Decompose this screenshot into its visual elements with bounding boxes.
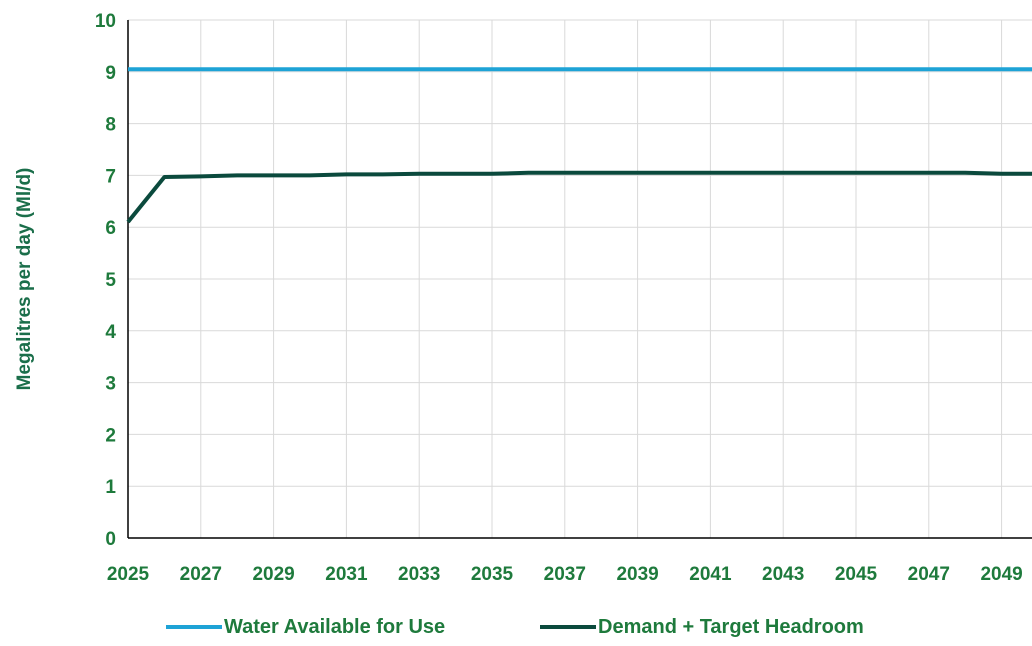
series-lines	[126, 67, 1032, 224]
legend-label-demand-headroom: Demand + Target Headroom	[598, 615, 864, 638]
y-tick-label: 1	[105, 477, 116, 498]
y-tick-label: 5	[105, 270, 116, 291]
legend: Water Available for Use Demand + Target …	[0, 612, 1032, 646]
x-tick-label: 2031	[325, 564, 368, 585]
x-tick-label: 2045	[835, 564, 878, 585]
x-tick-label: 2039	[616, 564, 658, 585]
x-tick-label: 2025	[107, 564, 150, 585]
x-tick-label: 2047	[908, 564, 950, 585]
y-axis-title: Megalitres per day (Ml/d)	[14, 168, 35, 391]
x-tick-label: 2037	[544, 564, 586, 585]
y-tick-label: 3	[105, 374, 116, 395]
x-tick-labels: 2025 2027 2029 2031 2033 2035 2037 2039 2041 2043…	[107, 564, 1023, 585]
y-tick-label: 8	[105, 115, 116, 136]
x-tick-label: 2029	[252, 564, 294, 585]
y-tick-label: 2	[105, 425, 116, 446]
x-tick-label: 2033	[398, 564, 440, 585]
axes	[127, 20, 1032, 539]
y-tick-label: 7	[105, 166, 116, 187]
legend-swatch-water-available	[166, 625, 222, 629]
x-tick-label: 2035	[471, 564, 514, 585]
y-tick-labels: 0 1 2 3 4 5 6 7 8 9 10	[95, 11, 117, 550]
y-tick-label: 6	[105, 218, 116, 239]
series-line-demand-headroom	[126, 170, 1032, 224]
grid-lines	[128, 19, 1032, 539]
legend-label-water-available: Water Available for Use	[224, 615, 446, 638]
y-tick-label: 4	[105, 322, 116, 343]
x-tick-label: 2041	[689, 564, 732, 585]
y-tick-label: 10	[95, 11, 116, 32]
legend-item-demand-headroom: Demand + Target Headroom	[540, 612, 864, 642]
y-tick-label: 9	[105, 63, 116, 84]
x-tick-label: 2049	[980, 564, 1022, 585]
y-tick-label: 0	[105, 529, 116, 550]
legend-item-water-available: Water Available for Use	[166, 612, 445, 642]
x-tick-label: 2027	[180, 564, 222, 585]
line-chart: 0 1 2 3 4 5 6 7 8 9 10 2025 2027 2029 2031 2033 2035 203…	[14, 11, 1032, 585]
legend-swatch-demand-headroom	[540, 625, 596, 629]
x-tick-label: 2043	[762, 564, 804, 585]
